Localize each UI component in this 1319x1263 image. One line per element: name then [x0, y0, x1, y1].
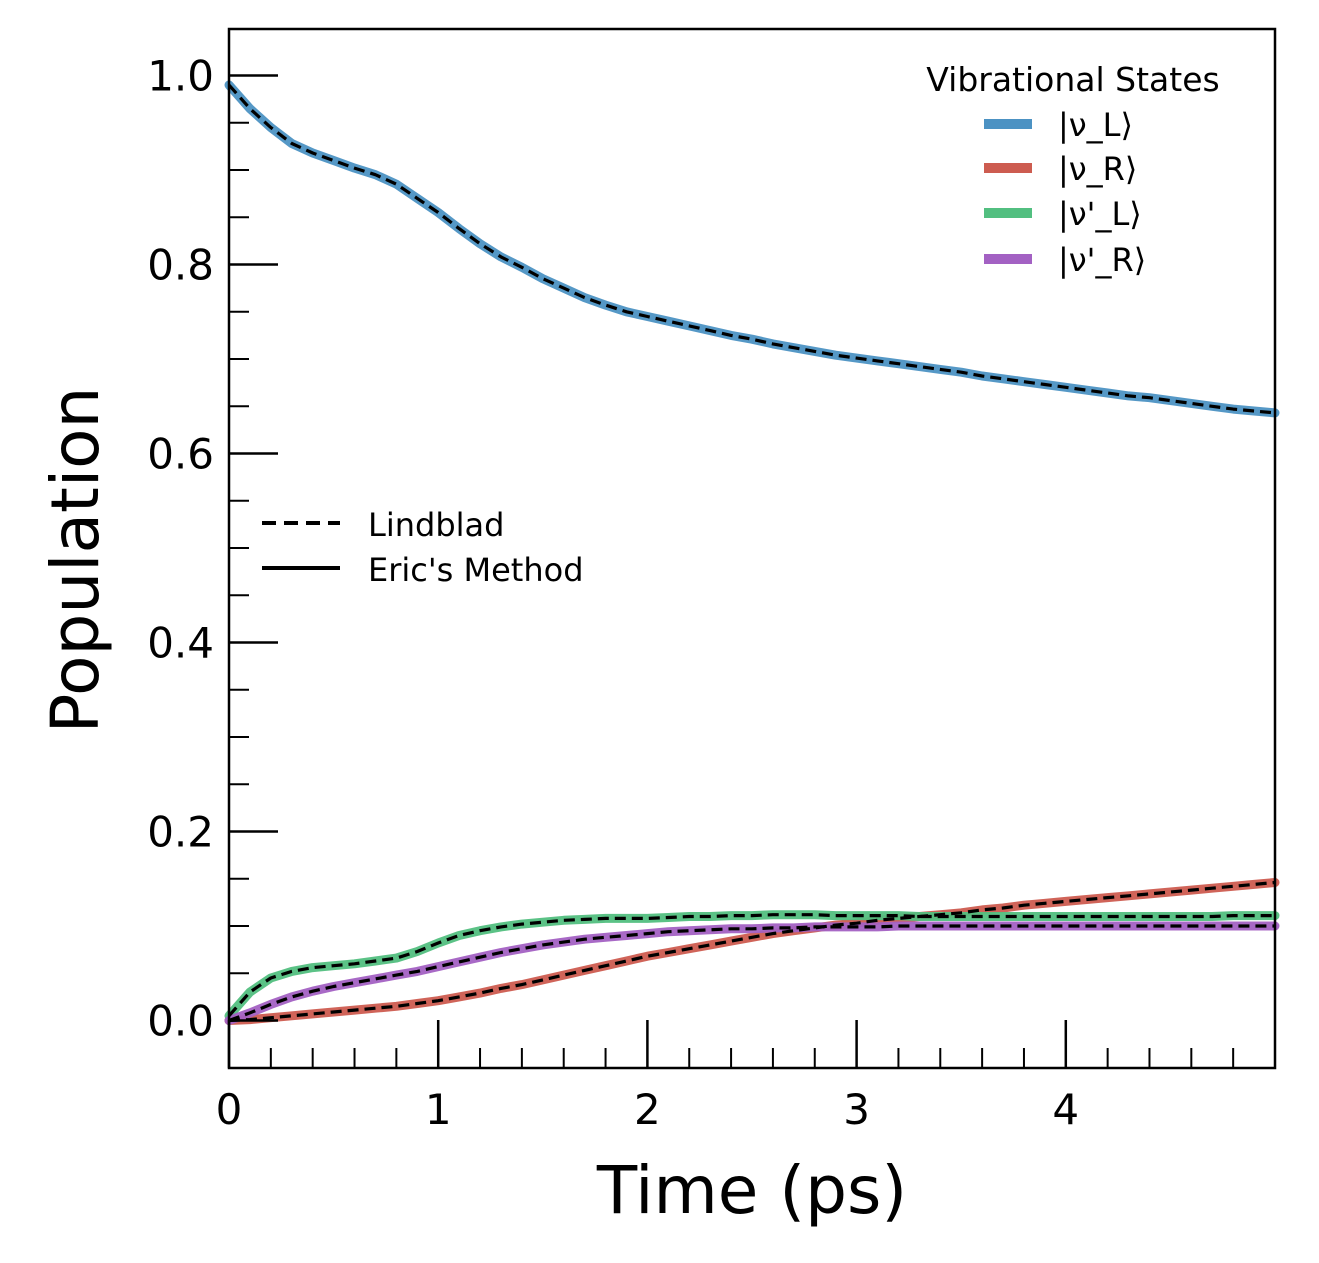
- legend-label-nu-prime-r: |ν'_R⟩: [1058, 241, 1146, 279]
- y-tick-label: 0.0: [147, 997, 214, 1046]
- y-tick-label: 1.0: [147, 52, 214, 101]
- y-axis-title: Population: [37, 387, 114, 734]
- x-tick-label: 0: [216, 1085, 243, 1134]
- lindblad-line-l: [227, 83, 1276, 415]
- series-layer: [224, 80, 1280, 1025]
- lindblad-line-prime-r: [228, 924, 1275, 1023]
- x-axis-title: Time (ps): [596, 1152, 907, 1229]
- legend-label-nu-prime-l: |ν'_L⟩: [1058, 195, 1142, 233]
- y-tick-label: 0.8: [147, 241, 214, 290]
- legend-label-erics-method: Eric's Method: [368, 551, 584, 589]
- lindblad-line-r: [228, 880, 1276, 1023]
- plot-frame: [227, 27, 1277, 1070]
- legend-label-nu-l: |ν_L⟩: [1058, 106, 1133, 144]
- legend-label-nu-r: |ν_R⟩: [1058, 150, 1137, 188]
- y-tick-label: 0.6: [147, 430, 214, 479]
- legend-states-title: Vibrational States: [926, 60, 1219, 99]
- lindblad-line-prime-l: [227, 913, 1275, 1017]
- y-tick-label: 0.4: [147, 619, 214, 668]
- legend-methods: Lindblad Eric's Method: [262, 506, 584, 589]
- x-tick-label: 1: [425, 1085, 452, 1134]
- legend-vibrational-states: Vibrational States |ν_L⟩ |ν_R⟩ |ν'_L⟩ |ν…: [926, 60, 1219, 279]
- legend-label-lindblad: Lindblad: [368, 506, 504, 544]
- y-tick-label: 0.2: [147, 808, 214, 857]
- x-tick-label: 2: [634, 1085, 661, 1134]
- x-tick-label: 4: [1052, 1085, 1079, 1134]
- x-tick-label: 3: [843, 1085, 870, 1134]
- ticks-layer: 0 1 2 3 4 0.0 0.2 0.4 0.6 0.8 1.0: [147, 52, 1235, 1134]
